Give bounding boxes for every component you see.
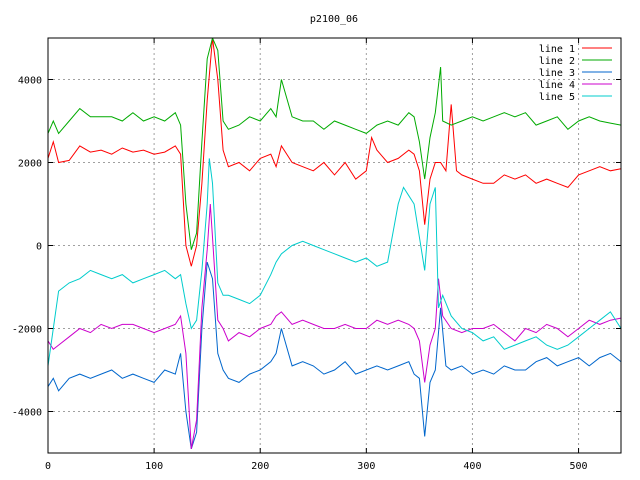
x-tick-label: 200 <box>251 461 269 472</box>
x-tick-label: 400 <box>463 461 481 472</box>
series-line-1 <box>48 38 621 267</box>
x-tick-label: 500 <box>570 461 588 472</box>
y-tick-label: -4000 <box>12 408 42 419</box>
legend-label: line 2 <box>539 56 575 67</box>
legend-label: line 3 <box>539 68 575 79</box>
legend-label: line 5 <box>539 92 575 103</box>
y-tick-label: -2000 <box>12 325 42 336</box>
axis-ticks: 0 100 200 300 400 500 -4000 -2000 0 2000 4000 <box>12 38 621 472</box>
chart-title: p2100_06 <box>310 14 358 25</box>
x-tick-label: 0 <box>45 461 51 472</box>
legend-label: line 1 <box>539 44 575 55</box>
legend-label: line 4 <box>539 80 575 91</box>
series-line-3 <box>48 261 621 450</box>
x-tick-label: 100 <box>145 461 163 472</box>
series-line-4 <box>48 203 621 449</box>
x-tick-label: 300 <box>357 461 375 472</box>
y-tick-label: 2000 <box>18 159 42 170</box>
y-tick-label: 0 <box>36 242 42 253</box>
series-line-5 <box>48 158 621 366</box>
series-line-2 <box>48 38 621 250</box>
series-lines <box>48 38 621 450</box>
y-tick-label: 4000 <box>18 76 42 87</box>
